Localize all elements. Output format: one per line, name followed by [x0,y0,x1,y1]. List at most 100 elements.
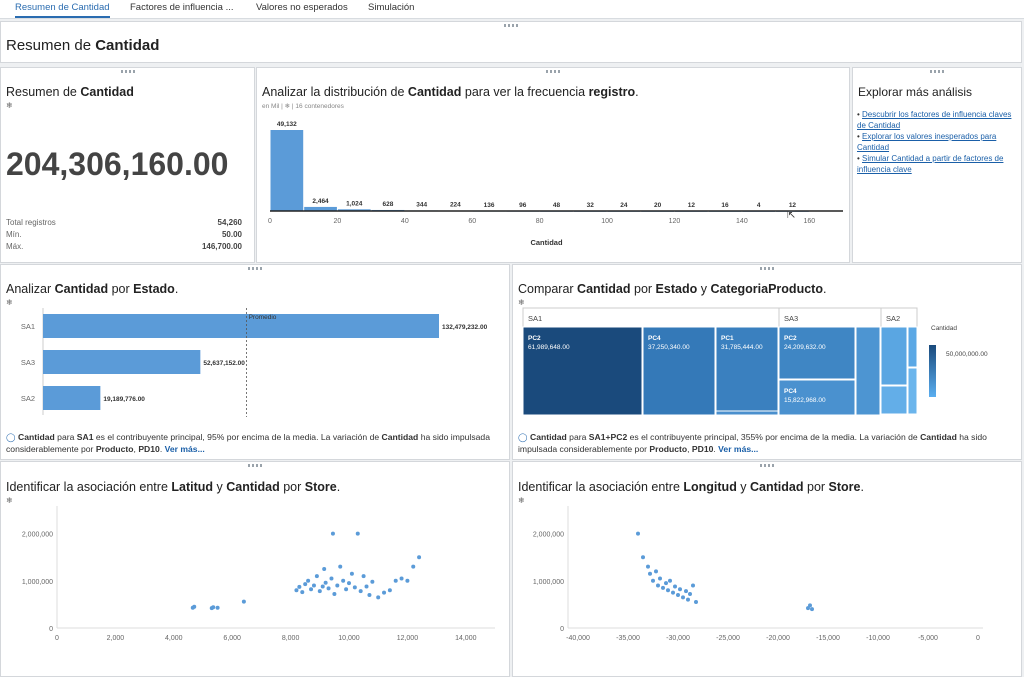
scatter-point [326,586,331,591]
scatter-point [658,576,662,581]
y-tick-label: 0 [560,626,564,633]
distribution-card: Analizar la distribución de Cantidad par… [256,67,850,263]
average-label: Promedio [249,314,277,321]
scatter-point [808,603,812,608]
bar-value-label: 20 [654,202,662,209]
scatter-point [691,583,695,588]
y-tick-label: 1,000,000 [22,579,53,586]
treemap-cell-label: PC4 [784,388,797,395]
ver-mas-link[interactable]: Ver más... [718,443,759,454]
cursor-icon: ⇱ [787,210,796,221]
settings-icon[interactable]: ❄ [6,496,13,505]
horizontal-bar [43,314,439,338]
scatter-point [311,583,316,588]
settings-icon[interactable]: ❄ [6,101,13,110]
drag-handle[interactable] [120,70,135,73]
latitud-card: Identificar la asociación entre Latitud … [0,461,510,677]
drag-handle[interactable] [760,267,774,270]
scatter-point [347,581,351,586]
tab-factores[interactable]: Factores de influencia ... [130,2,234,13]
x-tick-label: 20 [334,218,342,225]
scatter-point [668,578,672,583]
scatter-point [303,582,308,587]
treemap-cell [855,326,881,416]
link-simular[interactable]: Simular Cantidad a partir de factores de… [857,154,1004,174]
scatter-point [417,555,422,560]
treemap-cell-value: 37,250,340.00 [648,344,690,351]
bar-value-label: 48 [553,202,561,209]
bar-value-label: 2,464 [312,198,329,205]
bar-value-label: 52,637,152.00 [203,360,245,367]
scatter-point [297,584,302,589]
drag-handle[interactable] [930,70,944,73]
treemap-cell-value: 31,785,444.00 [721,344,763,351]
bar-value-label: 32 [587,202,595,209]
page-title: Resumen de Cantidad [6,37,160,54]
y-tick-label: 0 [49,626,53,633]
treemap-group-label: SA1 [528,314,542,323]
scatter-point [317,589,322,594]
tab-valores-no-esperados[interactable]: Valores no esperados [256,2,348,13]
bar-value-label: 19,189,776.00 [103,396,145,403]
x-tick-label: 100 [601,218,613,225]
scatter-point [358,589,363,594]
stat-row: Máx. 146,700.00 [6,242,242,251]
scatter-point [370,579,375,584]
drag-handle[interactable] [546,70,560,73]
list-item: • Simular Cantidad a partir de factores … [857,154,1004,174]
x-tick-label: -40,000 [566,635,590,642]
x-tick-label: -15,000 [816,635,840,642]
scatter-point [355,531,360,536]
longitud-card: Identificar la asociación entre Longitud… [512,461,1022,677]
treemap-cell [778,379,856,416]
tab-simulacion[interactable]: Simulación [368,2,415,13]
scatter-point [215,605,220,610]
ver-mas-link[interactable]: Ver más... [164,443,205,454]
scatter-point [646,564,650,569]
explore-links: • Descubrir los factores de influencia c… [857,110,1019,175]
bar-value-label: 24 [620,202,628,209]
scatter-point [320,584,325,589]
treemap-cell [907,326,918,368]
lightbulb-icon: ◯ [6,432,16,442]
scatter-point [641,555,645,560]
bar-value-label: 1,024 [346,200,363,207]
settings-icon[interactable]: ❄ [284,103,291,110]
stat-row: Total registros 54,260 [6,218,242,227]
summary-card: Resumen de Cantidad ❄ 204,306,160.00 Tot… [0,67,255,263]
scatter-point [661,585,665,590]
explore-title: Explorar más análisis [858,85,973,99]
scatter-point [656,583,660,588]
bar-value-label: 96 [519,202,527,209]
y-tick-label: 2,000,000 [533,532,564,539]
treemap-cell [642,326,716,416]
scatter-point [376,595,381,600]
category-label: SA3 [21,358,35,367]
x-tick-label: 2,000 [107,635,125,642]
estado-card: Analizar Cantidad por Estado. ❄ SA1 132,4… [0,264,510,460]
scatter-point [648,571,652,576]
settings-icon[interactable]: ❄ [6,298,13,307]
settings-icon[interactable]: ❄ [518,298,525,307]
tab-resumen[interactable]: Resumen de Cantidad [15,2,110,18]
scatter-point [393,578,398,583]
drag-handle[interactable] [760,464,774,467]
settings-icon[interactable]: ❄ [518,496,525,505]
scatter-point [335,583,340,588]
link-factores[interactable]: Descubrir los factores de influencia cla… [857,110,1012,130]
latitud-scatter-chart: 0 1,000,000 2,000,000 0 2,000 4,000 6,000 8,000… [22,506,495,642]
drag-handle[interactable] [248,464,262,467]
x-tick-label: 0 [976,635,980,642]
scatter-point [681,595,685,600]
drag-handle[interactable] [248,267,262,270]
x-tick-label: 140 [736,218,748,225]
drag-handle[interactable] [504,24,518,27]
link-valores-inesperados[interactable]: Explorar los valores inesperados para Ca… [857,132,997,152]
longitud-title: Identificar la asociación entre Longitud… [518,480,864,494]
treemap-title: Comparar Cantidad por Estado y Categoria… [518,282,827,296]
treemap-group-label: SA3 [784,314,798,323]
x-tick-label: 10,000 [338,635,360,642]
scatter-point [694,600,698,605]
x-tick-label: 80 [536,218,544,225]
x-tick-label: 12,000 [397,635,419,642]
